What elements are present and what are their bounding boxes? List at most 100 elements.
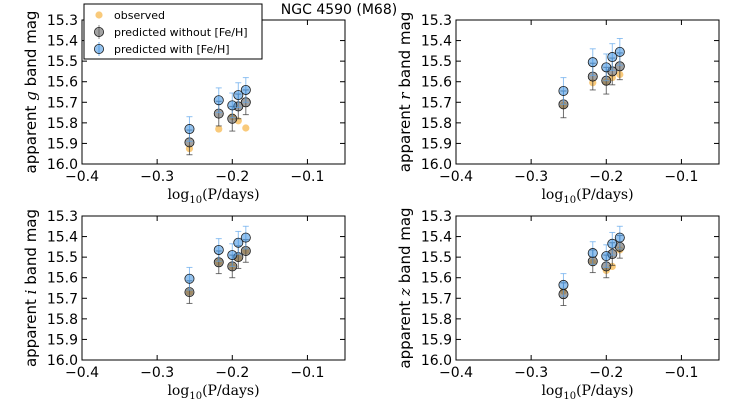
plot-area-g [184,77,251,156]
with-feh-point-i-0 [184,273,195,284]
axes-frame-i [81,215,346,361]
with-feh-point-r-3 [607,52,618,63]
y-tick-label-z: 15.6 [421,271,452,287]
panel-g: −0.4 −0.3 −0.2 −0.1 15.3 15.4 15.5 15.6 15.7 15.8… [22,3,346,206]
x-tick-label-r: −0.3 [514,169,548,185]
y-tick-label-g: 15.9 [47,136,78,152]
y-tick-label-r: 15.5 [421,54,452,70]
legend-entry-0: observed [114,9,165,22]
x-tick-label-z: −0.1 [664,365,698,381]
y-axis-label-suffix: band mag [396,207,414,288]
with-feh-point-z-3 [607,238,618,249]
axes-frame-z [455,215,720,361]
legend-entry-2: predicted with [Fe/H] [114,43,230,56]
x-axis-label-sub: 10 [563,391,576,400]
x-tick-label-i: −0.2 [215,365,249,381]
panel-z: −0.4 −0.3 −0.2 −0.1 15.3 15.4 15.5 15.6 15.7 15.8… [396,207,720,400]
with-feh-point-z-4 [614,232,625,243]
y-tick-label-r: 15.7 [421,95,452,111]
with-feh-point-r-2 [601,62,612,73]
y-axis-label-band: g [22,91,40,101]
axes-frame-r [455,19,720,165]
y-tick-label-i: 15.7 [47,291,78,307]
y-tick-label-z: 15.3 [421,209,452,225]
y-axis-label-band: z [396,288,414,297]
y-tick-label-g: 15.5 [47,54,78,70]
with-feh-point-g-0 [184,124,195,135]
x-axis-label-i: log10(P/days) [167,383,259,400]
x-axis-label-log: log [167,187,189,203]
y-tick-label-r: 15.9 [421,136,452,152]
y-tick-label-g: 16.0 [47,157,78,173]
y-axis-label-suffix: band mag [396,12,414,93]
x-tick-label-i: −0.3 [140,365,174,381]
y-tick-label-r: 15.6 [421,75,452,91]
legend-entry-1: predicted without [Fe/H] [114,26,248,39]
x-tick-label-z: −0.4 [439,365,473,381]
y-tick-label-i: 16.0 [47,353,78,369]
panel-r: −0.4 −0.3 −0.2 −0.1 15.3 15.4 15.5 15.6 15.7 15.8… [396,12,720,206]
panels: −0.4 −0.3 −0.2 −0.1 15.3 15.4 15.5 15.6 15.7 15.8… [22,3,720,400]
with-feh-point-g-2 [227,100,238,111]
x-axis-label-sub: 10 [189,391,202,400]
with-feh-point-z-2 [601,251,612,262]
y-tick-label-z: 16.0 [421,353,452,369]
y-tick-label-g: 15.7 [47,95,78,111]
y-axis-label-suffix: band mag [22,11,40,92]
y-tick-label-z: 15.7 [421,291,452,307]
y-axis-label-prefix: apparent [396,100,414,173]
with-feh-point-i-3 [233,237,244,248]
x-tick-label-r: −0.4 [439,169,473,185]
x-tick-label-r: −0.1 [664,169,698,185]
y-tick-label-g: 15.3 [47,13,78,29]
with-feh-point-g-1 [213,95,224,106]
with-feh-point-r-0 [558,85,569,96]
y-axis-label-prefix: apparent [22,101,40,174]
y-tick-label-i: 15.8 [47,312,78,328]
y-tick-label-g: 15.4 [47,34,78,50]
y-axis-label-z: apparent z band mag [396,207,414,368]
x-axis-label-sub: 10 [563,195,576,206]
y-axis-label-band: r [396,92,414,100]
with-feh-point-i-2 [227,250,238,261]
with-feh-point-r-4 [614,46,625,57]
x-tick-label-g: −0.3 [140,169,174,185]
panel-i: −0.4 −0.3 −0.2 −0.1 15.3 15.4 15.5 15.6 15.7 15.8… [22,209,346,400]
y-tick-label-z: 15.4 [421,230,452,246]
x-tick-label-i: −0.1 [290,365,324,381]
y-axis-label-prefix: apparent [22,294,40,367]
plot-area-z [558,225,625,306]
x-axis-label-rest: (P/days) [202,187,259,203]
y-axis-label-r: apparent r band mag [396,12,414,172]
y-tick-label-i: 15.3 [47,209,78,225]
x-tick-label-g: −0.1 [290,169,324,185]
y-tick-label-i: 15.4 [47,230,78,246]
x-axis-label-rest: (P/days) [576,383,633,399]
y-axis-label-prefix: apparent [396,296,414,369]
chart-title: NGC 4590 (M68) [281,2,397,18]
x-axis-label-g: log10(P/days) [167,187,259,206]
with-feh-point-r-1 [587,57,598,68]
x-axis-label-z: log10(P/days) [541,383,633,400]
x-tick-label-g: −0.4 [65,169,99,185]
legend-marker-2 [94,44,105,55]
y-axis-label-g: apparent g band mag [22,11,40,174]
y-axis-label-i: apparent i band mag [22,209,40,367]
x-axis-label-rest: (P/days) [576,187,633,203]
legend: observed predicted without [Fe/H] predicte… [83,3,263,60]
x-tick-label-z: −0.3 [514,365,548,381]
x-axis-label-log: log [541,187,563,203]
y-tick-label-r: 15.3 [421,13,452,29]
with-feh-point-z-0 [558,279,569,290]
y-tick-label-g: 15.8 [47,116,78,132]
x-axis-label-log: log [541,383,563,399]
with-feh-point-g-4 [240,84,251,95]
y-tick-label-i: 15.9 [47,332,78,348]
y-axis-label-band: i [22,289,40,294]
y-tick-label-z: 15.5 [421,250,452,266]
with-feh-point-i-1 [213,244,224,255]
x-axis-label-r: log10(P/days) [541,187,633,206]
legend-marker-1 [94,26,105,37]
legend-marker-observed [95,11,103,19]
